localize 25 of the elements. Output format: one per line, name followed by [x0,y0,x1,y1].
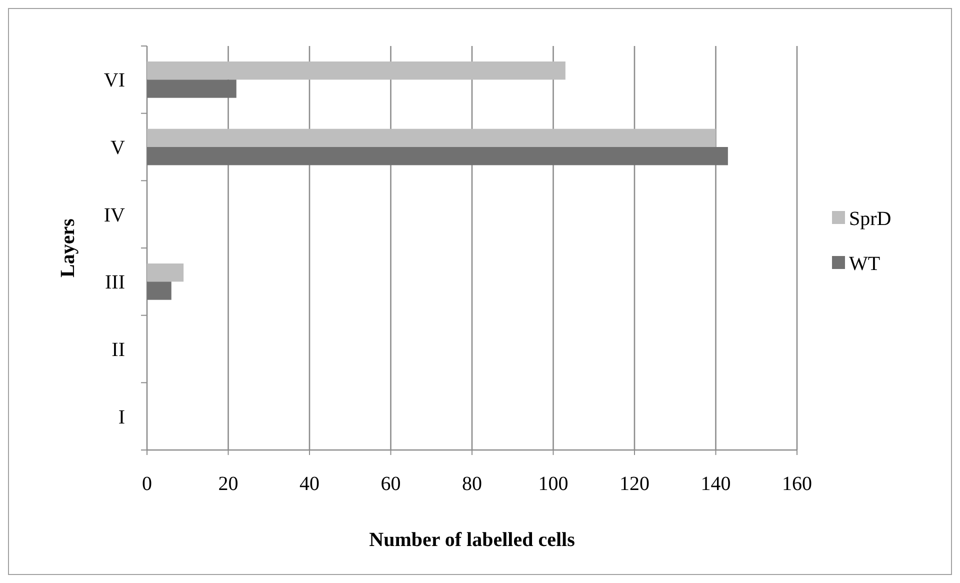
y-tick-label: VI [104,70,125,92]
bar [147,282,172,300]
y-axis-title: Layers [57,218,79,278]
y-tick-label: IV [104,204,126,226]
x-tick-label: 120 [620,473,650,495]
legend-label: SprD [849,208,892,230]
legend-label: WT [849,253,880,275]
y-tick-label: V [110,137,126,159]
bar [147,61,566,80]
x-tick-label: 80 [462,473,482,495]
y-tick-label: II [112,339,125,361]
bar [147,147,728,166]
bar [147,128,716,147]
x-tick-label: 100 [538,473,568,495]
x-tick-label: 20 [218,473,238,495]
x-axis-title: Number of labelled cells [369,529,576,551]
x-tick-label: 160 [782,473,812,495]
x-tick-label: 0 [142,473,152,495]
x-tick-label: 140 [700,473,731,495]
y-tick-label: III [105,272,125,294]
bar [147,263,184,282]
bar [147,80,236,98]
y-tick-label: I [118,406,125,428]
x-tick-label: 60 [380,473,401,495]
x-tick-label: 40 [300,473,320,495]
